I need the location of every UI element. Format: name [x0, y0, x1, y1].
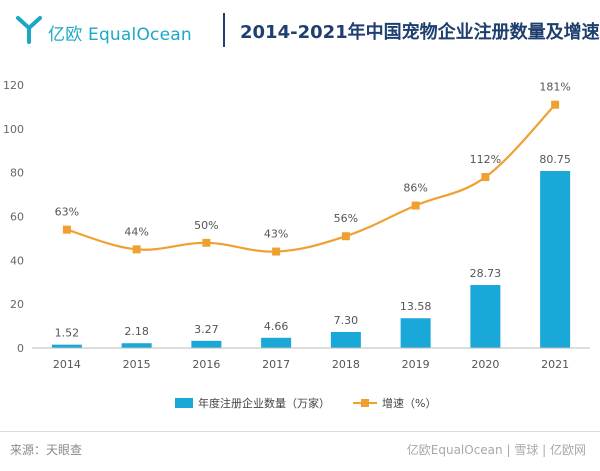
legend-line-label: 增速（%） — [382, 396, 436, 410]
growth-point — [272, 247, 281, 256]
legend-bar-swatch — [175, 398, 193, 408]
growth-point — [62, 225, 71, 234]
x-tick-label: 2017 — [262, 358, 290, 371]
chart: 0 20 40 60 80 100 120 1.52 2.18 3.27 4.66 7.30 13.5… — [3, 79, 590, 410]
bar-data-label: 3.27 — [194, 323, 219, 336]
bar — [330, 332, 361, 348]
growth-data-label: 181% — [539, 81, 570, 94]
growth-data-label: 50% — [194, 219, 218, 232]
footer-divider — [0, 431, 600, 432]
legend: 年度注册企业数量（万家） 增速（%） — [175, 396, 436, 410]
growth-point — [341, 232, 350, 241]
bar — [261, 337, 292, 348]
x-tick-label: 2020 — [471, 358, 499, 371]
growth-point — [202, 238, 211, 247]
y-tick-label: 40 — [10, 254, 24, 267]
bar-series — [51, 171, 571, 348]
bar-data-labels: 1.52 2.18 3.27 4.66 7.30 13.58 28.73 80.75 — [55, 153, 571, 340]
growth-point — [481, 173, 490, 182]
y-tick-label: 80 — [10, 167, 24, 180]
source-note: 来源：天眼查 — [10, 443, 83, 457]
bar — [121, 343, 152, 348]
y-tick-label: 60 — [10, 211, 24, 224]
growth-data-label: 43% — [264, 228, 288, 241]
growth-data-label: 112% — [470, 153, 501, 166]
y-tick-label: 120 — [3, 79, 24, 92]
watermark: 亿欧EqualOcean | 雪球 | 亿欧网 — [406, 443, 586, 457]
bar — [400, 318, 431, 348]
x-tick-label: 2021 — [541, 358, 569, 371]
legend-bar-label: 年度注册企业数量（万家） — [198, 396, 330, 410]
bar-data-label: 13.58 — [400, 300, 432, 313]
bar-data-label: 7.30 — [334, 314, 359, 327]
bar-data-label: 80.75 — [539, 153, 571, 166]
growth-data-label: 56% — [334, 212, 358, 225]
y-axis: 0 20 40 60 80 100 120 — [3, 79, 24, 355]
bar-data-label: 2.18 — [124, 325, 149, 338]
y-tick-label: 0 — [17, 342, 24, 355]
growth-data-label: 44% — [124, 225, 148, 238]
y-tick-label: 20 — [10, 298, 24, 311]
equalocean-logo-icon — [16, 16, 42, 44]
growth-point — [411, 201, 420, 210]
x-tick-label: 2015 — [123, 358, 151, 371]
growth-data-label: 86% — [403, 182, 427, 195]
header: 亿欧 EqualOcean 2014-2021年中国宠物企业注册数量及增速 — [0, 0, 600, 64]
x-axis: 2014 2015 2016 2017 2018 2019 2020 2021 — [53, 358, 569, 371]
bar — [191, 340, 222, 348]
growth-data-label: 63% — [55, 206, 79, 219]
growth-point — [551, 100, 560, 109]
x-tick-label: 2014 — [53, 358, 81, 371]
header-divider — [223, 13, 225, 47]
x-tick-label: 2018 — [332, 358, 360, 371]
growth-point — [132, 245, 141, 254]
x-tick-label: 2019 — [402, 358, 430, 371]
bar — [470, 285, 501, 348]
growth-data-labels: 63% 44% 50% 43% 56% 86% 112% 181% — [55, 81, 571, 241]
bar-data-label: 1.52 — [55, 327, 80, 340]
legend-line-marker — [361, 399, 369, 407]
bar — [51, 344, 82, 348]
growth-points — [62, 100, 560, 256]
brand-name: 亿欧 EqualOcean — [48, 25, 192, 45]
bar — [540, 171, 571, 348]
bar-data-label: 4.66 — [264, 320, 289, 333]
y-tick-label: 100 — [3, 123, 24, 136]
x-tick-label: 2016 — [192, 358, 220, 371]
chart-title: 2014-2021年中国宠物企业注册数量及增速 — [240, 22, 600, 43]
bar-data-label: 28.73 — [470, 267, 502, 280]
